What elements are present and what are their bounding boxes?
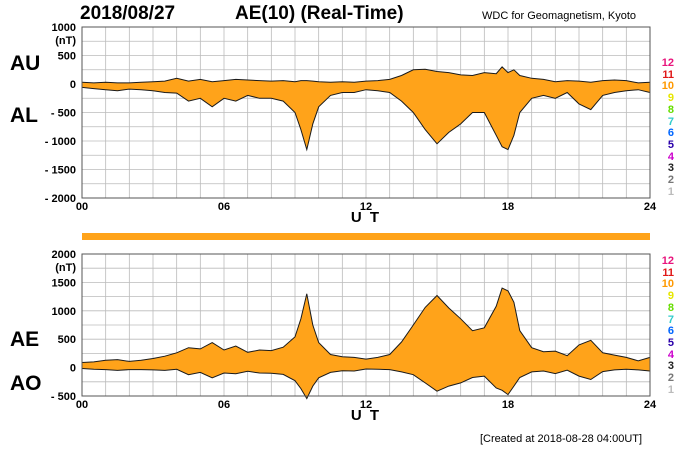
data-source: WDC for Geomagnetism, Kyoto	[482, 10, 637, 22]
x-tick-label: 24	[644, 399, 657, 411]
y-tick-label: 1000	[52, 306, 76, 318]
y-tick-label: - 500	[51, 108, 76, 120]
y-unit-label: (nT)	[55, 262, 76, 274]
station-count-label: 7	[667, 313, 674, 326]
coverage-bar	[82, 233, 650, 240]
created-timestamp: [Created at 2018-08-28 04:00UT]	[480, 433, 643, 445]
station-count-label: 4	[667, 150, 674, 163]
x-tick-label: 18	[502, 201, 514, 213]
y-tick-label: - 1500	[45, 165, 76, 177]
y-tick-label: 1000	[52, 22, 76, 34]
x-axis-label: U T	[351, 209, 381, 226]
station-count-label: 7	[667, 115, 674, 128]
x-tick-label: 24	[644, 201, 657, 213]
station-count-label: 12	[661, 255, 674, 267]
plot-frame	[81, 253, 651, 397]
au-label: AU	[10, 52, 41, 75]
station-count-label: 2	[667, 372, 674, 384]
y-tick-label: - 1000	[45, 136, 76, 148]
series-line-ae	[81, 287, 651, 363]
x-tick-label: 12	[360, 201, 372, 213]
station-count-label: 3	[667, 162, 674, 175]
ae-label: AE	[10, 328, 40, 351]
y-tick-label: 2000	[52, 249, 76, 261]
y-tick-label: 500	[58, 334, 76, 346]
station-count-label: 3	[667, 360, 674, 373]
station-count-label: 9	[667, 290, 674, 303]
data-area-au-al	[82, 66, 650, 150]
y-tick-label: - 500	[51, 391, 76, 403]
y-unit-label: (nT)	[55, 35, 76, 47]
x-tick-label: 06	[218, 201, 230, 213]
x-tick-label: 00	[76, 201, 88, 213]
station-count-label: 6	[667, 325, 674, 338]
station-count-label: 2	[667, 174, 674, 186]
ao-label: AO	[10, 372, 42, 395]
plot-frame	[81, 26, 651, 199]
station-count-label: 1	[667, 383, 674, 396]
station-count-label: 5	[667, 336, 674, 349]
station-count-label: 4	[667, 348, 674, 361]
x-tick-label: 00	[76, 399, 88, 411]
chart-title: AE(10) (Real-Time)	[235, 3, 404, 24]
series-line-au	[81, 66, 651, 84]
y-tick-label: - 2000	[45, 193, 76, 205]
y-tick-label: 0	[70, 79, 76, 91]
y-tick-label: 500	[58, 51, 76, 63]
station-count-label: 11	[662, 266, 674, 279]
series-line-al	[81, 86, 651, 152]
station-count-label: 6	[667, 127, 674, 140]
station-count-label: 11	[662, 68, 674, 81]
station-count-label: 10	[661, 278, 674, 291]
data-area-ae-ao	[82, 288, 650, 399]
y-tick-label: 0	[70, 363, 76, 375]
station-count-label: 9	[667, 92, 674, 105]
station-count-label: 10	[661, 80, 674, 93]
x-axis-label: U T	[351, 407, 381, 424]
station-count-label: 8	[667, 301, 674, 314]
x-tick-label: 06	[218, 399, 230, 411]
series-line-ao	[81, 368, 651, 400]
station-count-label: 12	[661, 57, 674, 69]
x-tick-label: 12	[360, 399, 372, 411]
station-count-label: 5	[667, 138, 674, 151]
al-label: AL	[10, 104, 38, 127]
y-tick-label: 1500	[52, 277, 76, 289]
chart-date: 2018/08/27	[80, 3, 176, 24]
station-count-label: 1	[667, 185, 674, 198]
station-count-label: 8	[667, 103, 674, 116]
x-tick-label: 18	[502, 399, 514, 411]
